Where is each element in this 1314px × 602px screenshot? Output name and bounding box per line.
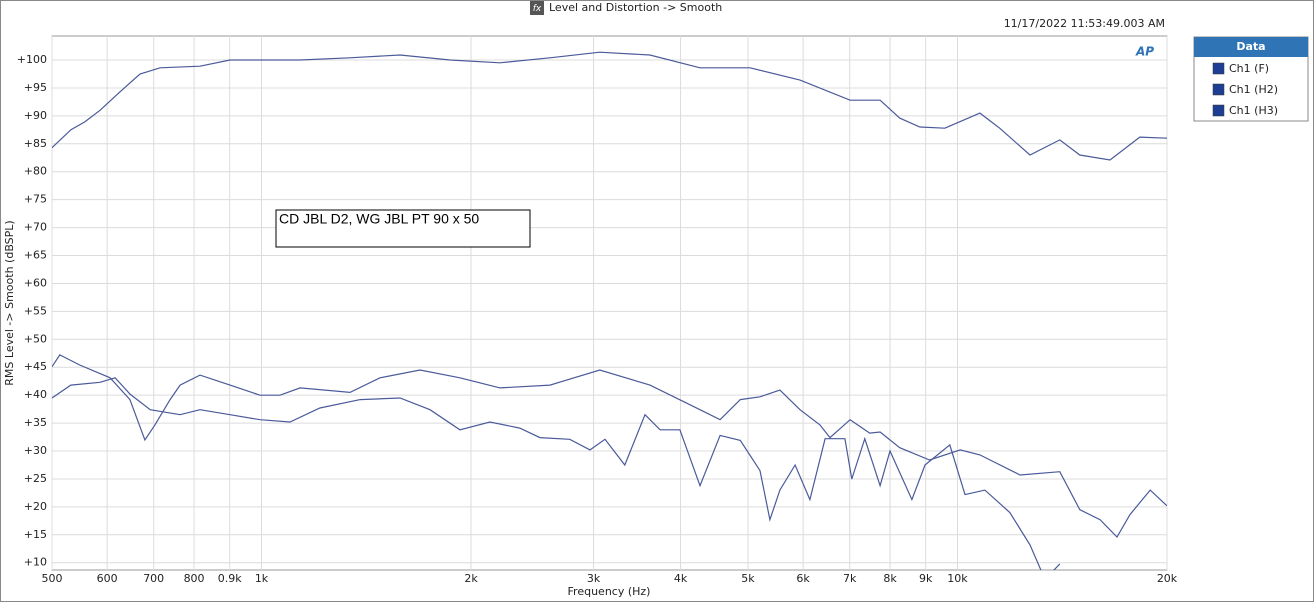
- y-tick-label: +95: [24, 81, 47, 94]
- x-tick-label: 10k: [947, 572, 968, 585]
- y-tick-label: +60: [24, 276, 47, 289]
- legend-swatch: [1212, 62, 1225, 75]
- x-tick-label: 20k: [1157, 572, 1178, 585]
- x-tick-label: 800: [184, 572, 205, 585]
- y-tick-label: +80: [24, 165, 47, 178]
- y-tick-label: +50: [24, 332, 47, 345]
- x-tick-label: 5k: [741, 572, 755, 585]
- x-tick-label: 500: [42, 572, 63, 585]
- y-tick-label: +90: [24, 109, 47, 122]
- annotation: CD JBL D2, WG JBL PT 90 x 50: [279, 211, 479, 227]
- logo: AP: [1135, 45, 1154, 59]
- legend-swatch: [1212, 83, 1225, 96]
- y-tick-label: +10: [24, 556, 47, 569]
- legend-swatch: [1212, 104, 1225, 117]
- x-axis-label: Frequency (Hz): [568, 585, 651, 598]
- timestamp: 11/17/2022 11:53:49.003 AM: [1004, 17, 1165, 30]
- y-tick-label: +30: [24, 444, 47, 457]
- y-tick-label: +40: [24, 388, 47, 401]
- y-tick-label: +35: [24, 416, 47, 429]
- x-tick-label: 700: [143, 572, 164, 585]
- y-tick-label: +15: [24, 528, 47, 541]
- annotation-box: [275, 209, 531, 248]
- y-tick-label: +45: [24, 360, 47, 373]
- series-line: [52, 354, 1167, 538]
- y-tick-label: +85: [24, 137, 47, 150]
- legend-title: Data: [1236, 40, 1265, 53]
- y-tick-label: +70: [24, 221, 47, 234]
- legend-label: Ch1 (F): [1229, 62, 1269, 75]
- y-tick-label: +20: [24, 500, 47, 513]
- y-tick-label: +75: [24, 193, 47, 206]
- x-tick-label: 3k: [587, 572, 601, 585]
- legend-label: Ch1 (H2): [1229, 83, 1278, 96]
- legend-header: [1194, 37, 1308, 57]
- fx-icon: [530, 1, 544, 15]
- x-tick-label: 0.9k: [218, 572, 242, 585]
- x-tick-label: 2k: [464, 572, 478, 585]
- x-tick-label: 6k: [796, 572, 810, 585]
- x-tick-label: 9k: [919, 572, 933, 585]
- y-tick-label: +55: [24, 304, 47, 317]
- y-axis-label: RMS Level -> Smooth (dBSPL): [3, 220, 16, 385]
- x-tick-label: 600: [97, 572, 118, 585]
- series-line: [52, 51, 1167, 161]
- y-tick-label: +65: [24, 249, 47, 262]
- x-tick-label: 7k: [843, 572, 857, 585]
- x-tick-label: 4k: [674, 572, 688, 585]
- fx-icon-text: fx: [533, 4, 542, 14]
- chart-title: Level and Distortion -> Smooth: [549, 1, 722, 14]
- legend-label: Ch1 (H3): [1229, 104, 1278, 117]
- y-tick-label: +25: [24, 472, 47, 485]
- series-line: [52, 377, 1061, 570]
- x-tick-label: 1k: [255, 572, 269, 585]
- x-tick-label: 8k: [883, 572, 897, 585]
- y-tick-label: +100: [17, 53, 47, 66]
